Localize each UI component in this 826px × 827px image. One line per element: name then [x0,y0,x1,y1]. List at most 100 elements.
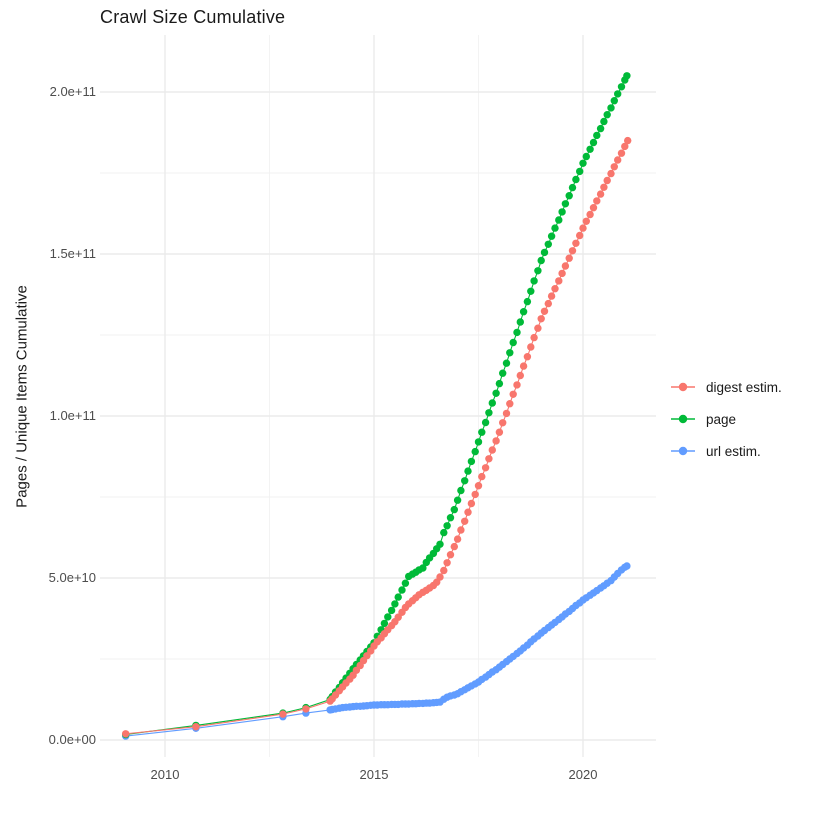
data-point [607,104,615,112]
data-point [621,142,629,151]
y-tick-label: 0.0e+00 [48,732,96,747]
data-point [558,208,566,216]
data-point [576,231,584,240]
data-point [380,619,389,628]
data-point [534,324,542,332]
data-point [478,472,486,481]
data-point [279,710,287,718]
data-point [519,362,528,370]
data-point [471,490,479,499]
data-point [436,573,444,581]
data-point [623,562,631,570]
data-point [614,156,622,164]
data-point [467,457,476,466]
data-point [540,248,549,257]
data-point [513,328,521,337]
data-point [461,477,469,485]
data-point [582,152,590,161]
y-tick-label: 5.0e+10 [48,570,96,585]
data-point [384,613,392,621]
data-point [551,285,559,293]
series-line [125,565,628,737]
data-point [565,192,573,200]
data-point [572,175,580,184]
data-point [443,522,451,530]
data-point [450,542,458,551]
data-point [516,371,524,380]
data-point [387,606,396,615]
data-point [509,390,517,398]
data-point [596,124,605,133]
chart-title: Crawl Size Cumulative [100,7,286,27]
data-point [461,517,469,525]
data-point [547,232,556,240]
data-point [499,419,507,427]
data-point [488,446,496,454]
data-point [610,163,618,171]
data-point [537,256,545,265]
data-point [440,528,448,537]
data-point [523,353,532,361]
data-point [471,447,479,456]
data-point [589,204,598,212]
data-point [398,586,406,594]
data-point [537,315,545,323]
data-point [499,369,507,377]
data-point [481,418,490,427]
data-point [596,190,605,198]
data-point [506,349,514,357]
data-point [593,197,601,205]
data-point [440,566,448,575]
data-point [603,111,611,119]
x-tick-label: 2020 [568,767,598,782]
data-point [544,299,552,308]
data-point [558,269,566,278]
x-tick-label: 2015 [359,767,389,782]
data-point [547,292,556,300]
data-point [579,224,587,232]
data-point [555,277,563,285]
data-point [589,138,598,147]
data-point [453,496,462,504]
data-point [610,97,618,105]
data-point [586,145,594,153]
data-point [492,437,500,445]
data-point [474,482,483,490]
data-point [600,183,608,191]
data-point [474,438,483,446]
data-point [527,343,535,351]
y-tick-label: 1.0e+11 [49,408,96,423]
data-point [443,559,451,567]
legend-item: digest estim. [670,377,782,397]
legend-label: digest estim. [706,379,782,395]
data-point [617,149,626,157]
data-point [485,455,493,463]
legend-key-icon [671,446,695,456]
data-point [593,131,601,140]
data-point [492,389,500,397]
data-point [467,499,476,508]
data-point [623,72,631,80]
data-point [495,379,504,388]
legend-key-icon [671,382,695,392]
data-point [600,117,608,126]
data-point [464,508,472,516]
data-point [192,723,200,731]
data-point [582,217,590,225]
data-point [540,307,549,315]
legend-label: url estim. [706,443,761,459]
data-point [419,564,427,572]
legend-label: page [706,411,737,427]
data-point [614,90,622,98]
data-point [485,409,493,417]
data-point [495,428,504,436]
data-point [450,505,458,514]
data-point [607,169,615,178]
data-point [555,216,563,224]
y-axis-title: Pages / Unique Items Cumulative [13,285,31,508]
data-point [527,287,535,295]
data-point [568,247,577,255]
data-point [603,176,611,185]
data-point [401,579,410,587]
x-tick-label: 2010 [150,767,180,782]
